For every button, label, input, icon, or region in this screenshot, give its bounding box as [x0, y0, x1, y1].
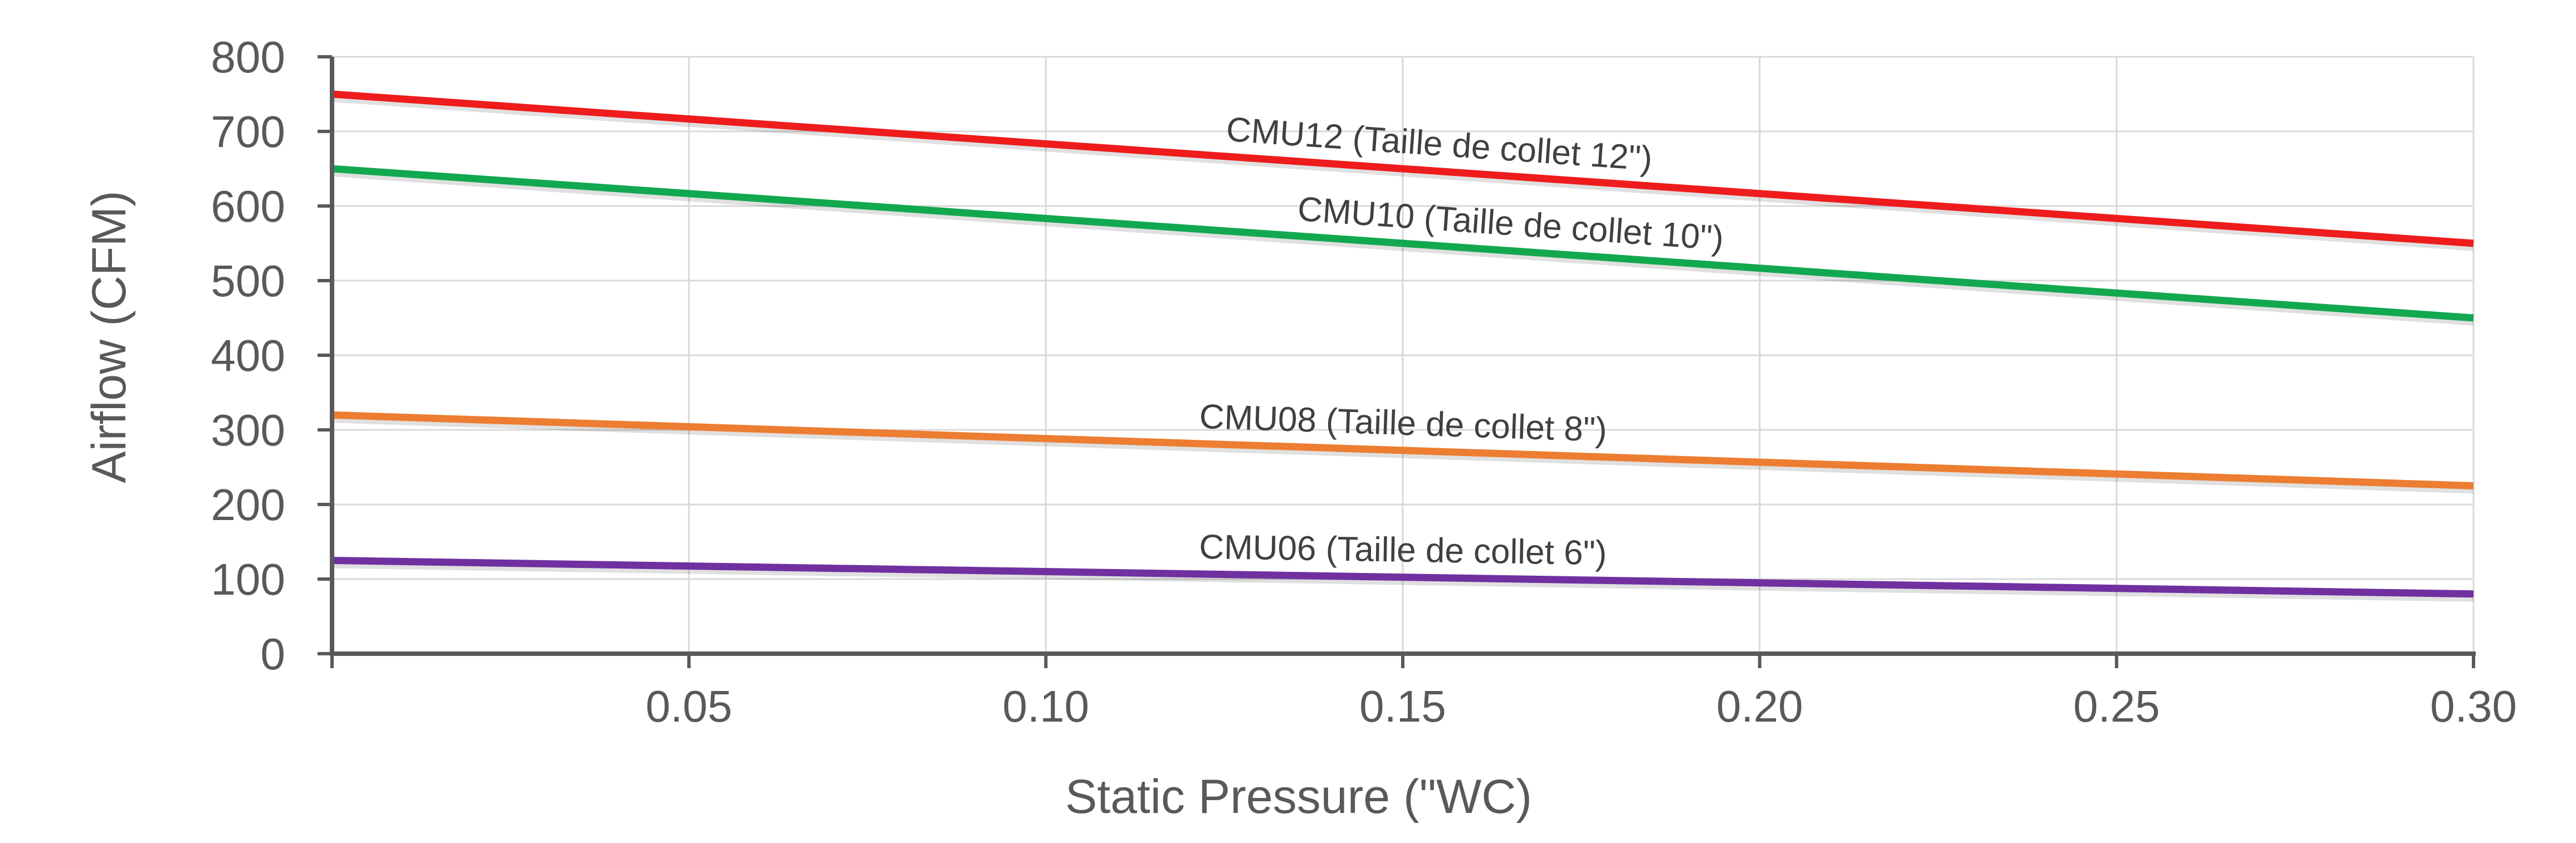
series-line-shadow — [331, 95, 2474, 251]
x-tick-label: 0.25 — [2073, 682, 2160, 731]
y-tick-label: 400 — [211, 331, 285, 380]
axis-layer: 0 100 200 300 400 500 600 700 800 0.05 0.10 0.15 0.2… — [211, 32, 2517, 731]
y-tick-label: 0 — [261, 629, 286, 679]
x-tick-label: 0.10 — [1002, 682, 1089, 731]
series-line — [331, 411, 2474, 489]
y-tick-label: 600 — [211, 182, 285, 231]
series-label: CMU08 (Taille de collet 8") — [1199, 398, 1608, 449]
series-line — [331, 165, 2474, 322]
series-line-shadow — [331, 170, 2474, 326]
x-axis-title: Static Pressure ("WC) — [1065, 770, 1532, 824]
y-tick-label: 500 — [211, 256, 285, 306]
x-tick-label: 0.30 — [2430, 682, 2517, 731]
y-axis-title: Airflow (CFM) — [82, 190, 136, 483]
series-line-shadow — [331, 561, 2474, 602]
x-tick-label: 0.05 — [646, 682, 733, 731]
y-tick-label: 800 — [211, 32, 285, 82]
y-tick-label: 100 — [211, 555, 285, 604]
series-layer — [331, 90, 2474, 602]
y-tick-label: 300 — [211, 405, 285, 455]
x-tick-label: 0.15 — [1359, 682, 1446, 731]
series-line-shadow — [331, 416, 2474, 494]
series-line — [331, 557, 2474, 598]
series-line — [331, 90, 2474, 247]
x-tick-label: 0.20 — [1716, 682, 1803, 731]
y-tick-label: 200 — [211, 480, 285, 530]
y-tick-label: 700 — [211, 107, 285, 156]
series-label: CMU06 (Taille de collet 6") — [1199, 528, 1607, 572]
